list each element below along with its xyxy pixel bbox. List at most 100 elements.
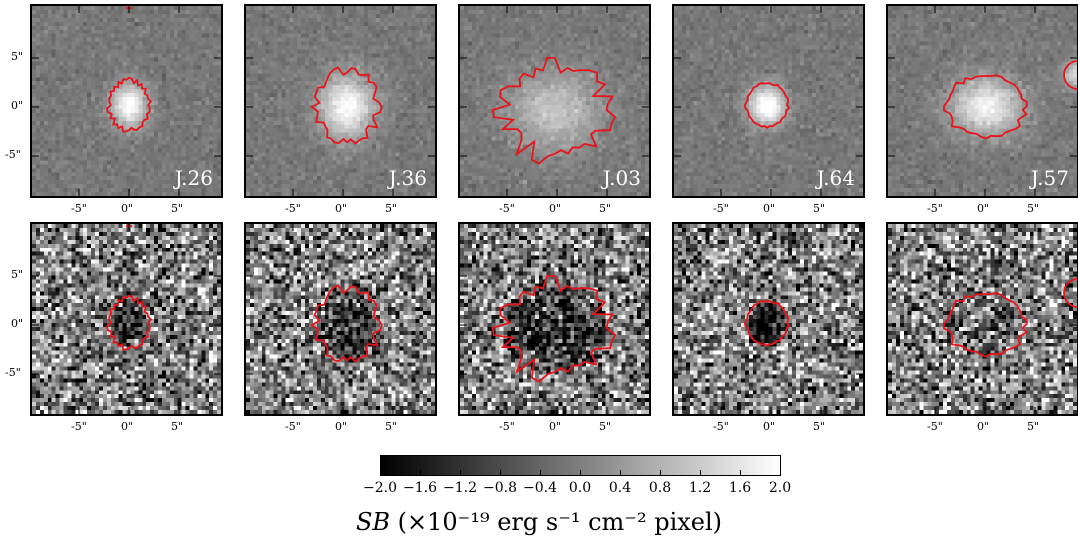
contour-overlay bbox=[888, 224, 1077, 414]
colorbar-tick-label: −0.4 bbox=[523, 480, 557, 496]
panel-image bbox=[246, 6, 435, 196]
x-tick-label: 0" bbox=[335, 420, 348, 433]
colorbar-tick-label: −1.2 bbox=[443, 480, 477, 496]
panel-image bbox=[674, 224, 863, 414]
panel-id-label: J.26 bbox=[174, 166, 213, 190]
colorbar-tick-label: −1.6 bbox=[403, 480, 437, 496]
x-tick-label: 5" bbox=[813, 420, 826, 433]
colorbar-tick-label: 1.6 bbox=[728, 480, 752, 496]
colorbar-gradient bbox=[381, 456, 780, 475]
colorbar-tick-mark bbox=[460, 470, 461, 475]
colorbar-tick-mark bbox=[700, 470, 701, 475]
colorbar-tick-mark bbox=[740, 470, 741, 475]
source-contour bbox=[106, 76, 153, 133]
x-tick-label: 5" bbox=[1027, 420, 1040, 433]
panel-image bbox=[32, 6, 221, 196]
image-panel-1: J.26 bbox=[30, 4, 223, 198]
panel-id-label: J.57 bbox=[1030, 166, 1069, 190]
contour-overlay bbox=[246, 6, 435, 196]
residual-panel-3 bbox=[458, 222, 651, 416]
x-tick-label: 0" bbox=[977, 202, 990, 215]
x-tick-label: 0" bbox=[763, 202, 776, 215]
colorbar-tick-label: 0.0 bbox=[568, 480, 592, 496]
panel-image bbox=[460, 6, 649, 196]
x-tick-label: 0" bbox=[549, 420, 562, 433]
y-tick-label: -5" bbox=[5, 366, 21, 379]
panel-image bbox=[246, 224, 435, 414]
image-panel-5: J.57 bbox=[886, 4, 1078, 198]
x-tick-label: -5" bbox=[713, 202, 729, 215]
image-panel-3: J.03 bbox=[458, 4, 651, 198]
source-contour bbox=[491, 56, 617, 165]
colorbar-tick-mark bbox=[580, 470, 581, 475]
source-contour bbox=[491, 274, 617, 383]
neighbor-contour bbox=[1063, 278, 1077, 308]
x-tick-label: -5" bbox=[71, 420, 87, 433]
colorbar-tick-label: 1.2 bbox=[688, 480, 712, 496]
contour-overlay bbox=[32, 6, 221, 196]
source-contour bbox=[743, 82, 791, 129]
x-tick-label: 5" bbox=[171, 420, 184, 433]
residual-panel-4 bbox=[672, 222, 865, 416]
x-tick-label: 0" bbox=[977, 420, 990, 433]
x-tick-label: 5" bbox=[1027, 202, 1040, 215]
colorbar-tick-label: 0.8 bbox=[648, 480, 672, 496]
x-tick-label: -5" bbox=[499, 420, 515, 433]
x-tick-label: -5" bbox=[71, 202, 87, 215]
colorbar-label-math: SB bbox=[355, 508, 391, 536]
panel-id-label: J.03 bbox=[602, 166, 641, 190]
contour-overlay bbox=[460, 6, 649, 196]
panel-id-label: J.64 bbox=[816, 166, 855, 190]
x-tick-label: 0" bbox=[335, 202, 348, 215]
x-tick-label: 0" bbox=[549, 202, 562, 215]
y-tick-label: 5" bbox=[11, 50, 24, 63]
contour-overlay bbox=[888, 6, 1077, 196]
source-contour bbox=[310, 284, 383, 363]
residual-panel-5 bbox=[886, 222, 1078, 416]
colorbar-tick-label: −0.8 bbox=[483, 480, 517, 496]
colorbar-tick-mark bbox=[500, 470, 501, 475]
colorbar-tick-label: 2.0 bbox=[768, 480, 792, 496]
contour-overlay bbox=[460, 224, 649, 414]
y-tick-label: -5" bbox=[5, 148, 21, 161]
y-tick-label: 0" bbox=[11, 99, 24, 112]
x-tick-label: -5" bbox=[285, 420, 301, 433]
x-tick-label: 5" bbox=[599, 202, 612, 215]
x-tick-label: 5" bbox=[385, 202, 398, 215]
x-tick-label: 5" bbox=[385, 420, 398, 433]
colorbar-label: SB (×10⁻¹⁹ erg s⁻¹ cm⁻² pixel) bbox=[0, 508, 1078, 536]
source-contour bbox=[310, 66, 383, 145]
x-tick-label: 0" bbox=[763, 420, 776, 433]
y-tick-label: 5" bbox=[11, 268, 24, 281]
colorbar-tick-mark bbox=[660, 470, 661, 475]
colorbar-tick-label: −2.0 bbox=[363, 480, 397, 496]
colorbar-tick-mark bbox=[620, 470, 621, 475]
colorbar-tick-mark bbox=[540, 470, 541, 475]
residual-panel-2 bbox=[244, 222, 437, 416]
source-contour bbox=[942, 292, 1028, 358]
x-tick-label: -5" bbox=[927, 202, 943, 215]
colorbar-tick-label: 0.4 bbox=[608, 480, 632, 496]
colorbar-tick-mark bbox=[420, 470, 421, 475]
colorbar-label-text: (×10⁻¹⁹ erg s⁻¹ cm⁻² pixel) bbox=[397, 508, 723, 536]
x-tick-label: 5" bbox=[599, 420, 612, 433]
contour-overlay bbox=[246, 224, 435, 414]
panel-image bbox=[32, 224, 221, 414]
contour-overlay bbox=[674, 224, 863, 414]
x-tick-label: 0" bbox=[121, 420, 134, 433]
x-tick-label: -5" bbox=[499, 202, 515, 215]
x-tick-label: 5" bbox=[813, 202, 826, 215]
neighbor-contour bbox=[1063, 60, 1077, 90]
image-panel-2: J.36 bbox=[244, 4, 437, 198]
contour-overlay bbox=[32, 224, 221, 414]
residual-panel-1 bbox=[30, 222, 223, 416]
panel-id-label: J.36 bbox=[388, 166, 427, 190]
source-contour bbox=[743, 300, 791, 347]
x-tick-label: -5" bbox=[713, 420, 729, 433]
x-tick-label: 0" bbox=[121, 202, 134, 215]
panel-image bbox=[888, 224, 1077, 414]
x-tick-label: -5" bbox=[927, 420, 943, 433]
panel-image bbox=[674, 6, 863, 196]
image-panel-4: J.64 bbox=[672, 4, 865, 198]
